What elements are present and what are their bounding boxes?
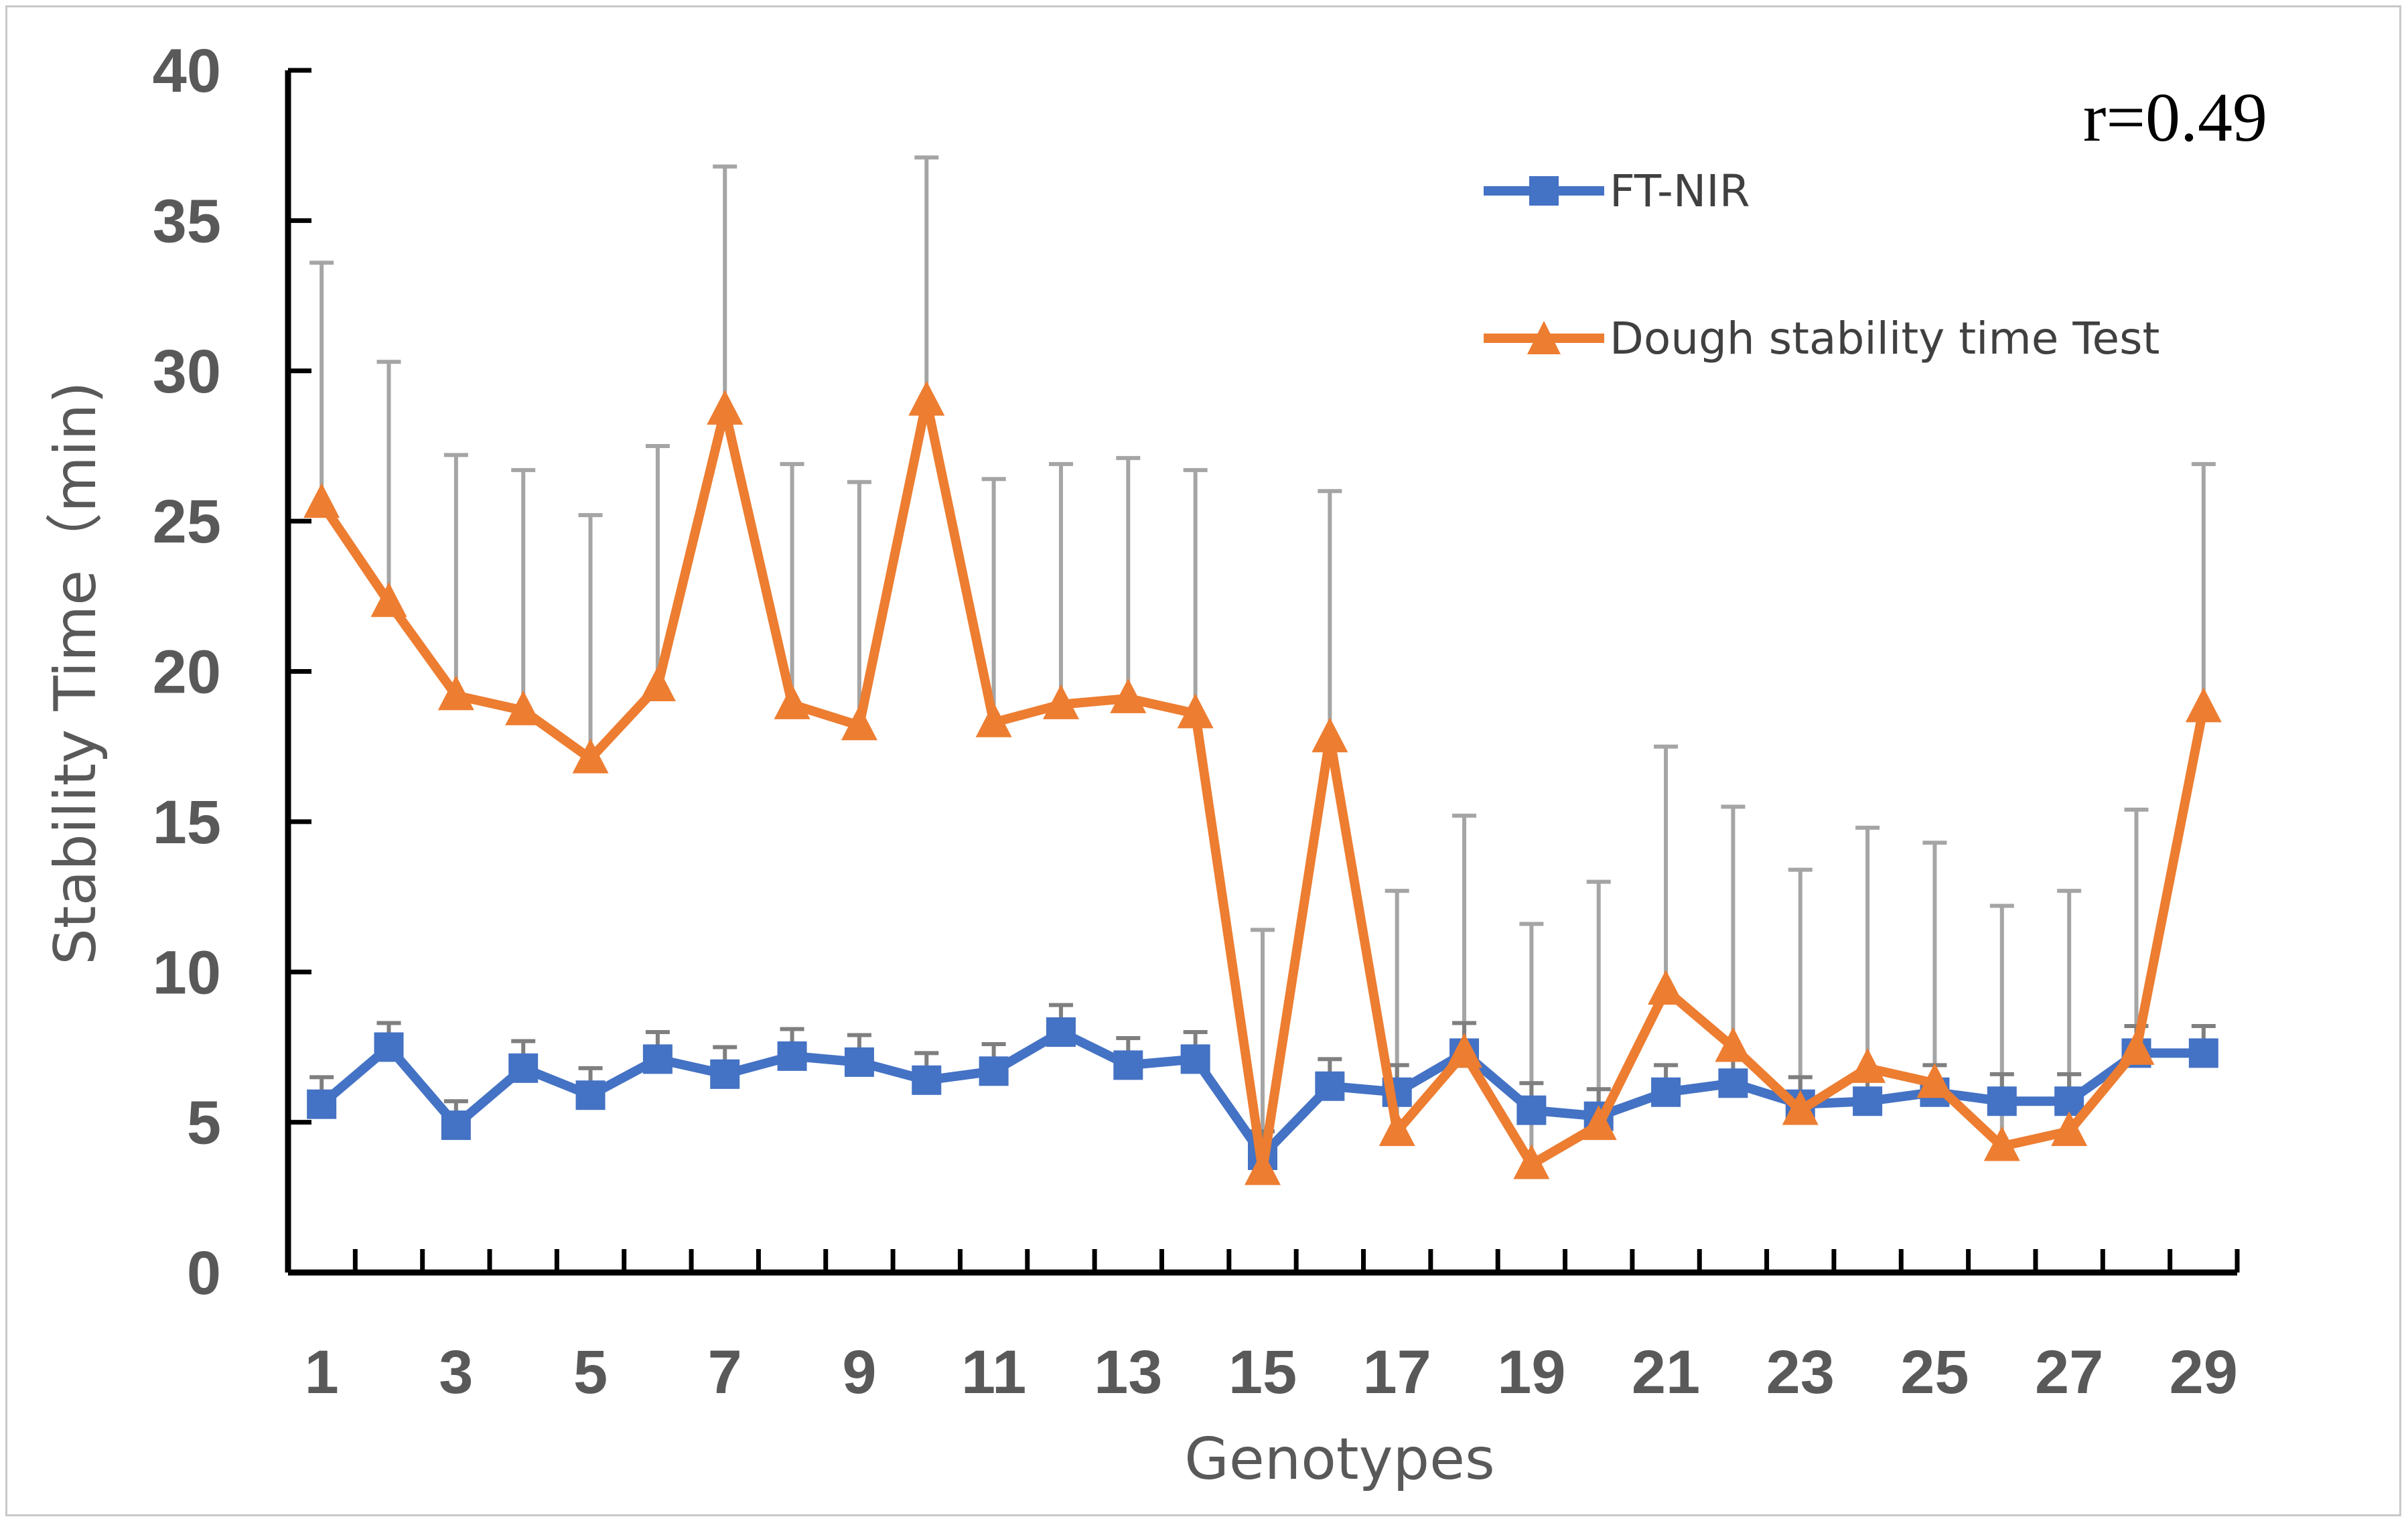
data-point: [841, 705, 877, 741]
data-point: [1983, 1126, 2020, 1161]
data-point: [1378, 1111, 1415, 1147]
y-tick-label: 10: [153, 938, 221, 1007]
y-axis-title: Stability Time（min): [42, 381, 109, 964]
data-point: [1987, 1086, 2017, 1116]
x-axis-title: Genotypes: [1184, 1426, 1495, 1493]
data-point: [1042, 684, 1079, 719]
y-tick-label: 15: [153, 788, 221, 857]
data-point: [710, 1059, 740, 1089]
series-dough-stability-test: [303, 380, 2222, 1185]
x-tick-label: 1: [305, 1338, 339, 1406]
legend-ft-nir-label: FT-NIR: [1610, 165, 1750, 217]
data-point: [508, 1053, 539, 1083]
data-point: [707, 390, 743, 425]
error-bars-dough-test: [309, 155, 2216, 1171]
data-point: [777, 1041, 807, 1071]
x-tick-label: 3: [439, 1338, 473, 1406]
y-tick-label: 35: [153, 187, 221, 255]
data-point: [844, 1047, 874, 1077]
data-point: [1315, 1071, 1345, 1101]
y-tick-label: 0: [187, 1239, 221, 1307]
correlation-annotation: r=0.49: [2083, 79, 2267, 156]
data-point: [1312, 717, 1348, 753]
data-point: [1245, 1150, 1281, 1185]
data-point: [1177, 693, 1214, 729]
data-point: [307, 1089, 337, 1119]
x-tick-label: 29: [2170, 1338, 2238, 1406]
data-point: [1718, 1068, 1748, 1098]
data-point: [441, 1110, 471, 1141]
x-tick-label: 17: [1363, 1338, 1431, 1406]
data-point: [979, 1056, 1009, 1086]
data-point: [1648, 970, 1685, 1005]
data-point: [639, 666, 676, 701]
y-tick-label: 20: [153, 638, 221, 707]
x-tick-label: 13: [1094, 1338, 1162, 1406]
x-tick-labels: 1 3 5 7 9 11 13 15 17 19 21 23 25 27 29: [305, 1338, 2238, 1406]
x-tick-label: 21: [1632, 1338, 1700, 1406]
data-point: [1516, 1095, 1547, 1125]
data-point: [370, 582, 407, 618]
data-point: [2051, 1111, 2088, 1147]
data-point: [1113, 1050, 1143, 1080]
x-tick-label: 25: [1900, 1338, 1969, 1406]
x-tick-label: 5: [573, 1338, 608, 1406]
axes: [285, 68, 2240, 1276]
data-point: [1180, 1044, 1210, 1074]
data-point: [1580, 1105, 1617, 1141]
x-tick-label: 11: [961, 1338, 1026, 1406]
data-point: [1849, 1047, 1886, 1083]
data-point: [437, 675, 474, 711]
data-point: [1513, 1144, 1550, 1179]
data-point: [2188, 1038, 2218, 1068]
x-tick-label: 27: [2035, 1338, 2103, 1406]
data-point: [2054, 1086, 2084, 1116]
y-tick-label: 30: [153, 338, 221, 406]
x-tick-label: 9: [842, 1338, 876, 1406]
x-tick-label: 19: [1497, 1338, 1565, 1406]
y-tick-label: 5: [187, 1089, 221, 1157]
data-point: [1110, 678, 1147, 713]
data-point: [2118, 1029, 2155, 1065]
data-point: [1651, 1077, 1681, 1107]
data-point: [2185, 687, 2222, 723]
legend-dough-test-marker: [1527, 321, 1561, 354]
data-point: [575, 1080, 606, 1110]
data-point: [374, 1032, 404, 1062]
data-point: [908, 380, 945, 416]
data-point: [912, 1065, 942, 1095]
data-point: [774, 684, 810, 719]
data-point: [1916, 1063, 1953, 1098]
data-point: [642, 1044, 672, 1074]
data-point: [1446, 1033, 1483, 1068]
x-tick-label: 15: [1228, 1338, 1297, 1406]
data-point: [1715, 1027, 1752, 1062]
data-point: [303, 483, 340, 518]
y-tick-labels: 0 5 10 15 20 25 30 35 40: [153, 37, 221, 1307]
y-tick-label: 25: [153, 488, 221, 556]
y-tick-label: 40: [153, 37, 221, 105]
data-point: [505, 690, 542, 725]
data-point: [1046, 1017, 1076, 1047]
data-point: [572, 738, 609, 774]
data-point: [1853, 1086, 1883, 1116]
legend-dough-test-label: Dough stability time Test: [1610, 313, 2159, 364]
data-point: [1782, 1090, 1819, 1125]
x-tick-label: 23: [1766, 1338, 1835, 1406]
legend: FT-NIR Dough stability time Test: [1484, 165, 2159, 364]
x-tick-label: 7: [708, 1338, 742, 1406]
data-point: [975, 702, 1012, 737]
legend-ft-nir-marker: [1529, 176, 1559, 206]
